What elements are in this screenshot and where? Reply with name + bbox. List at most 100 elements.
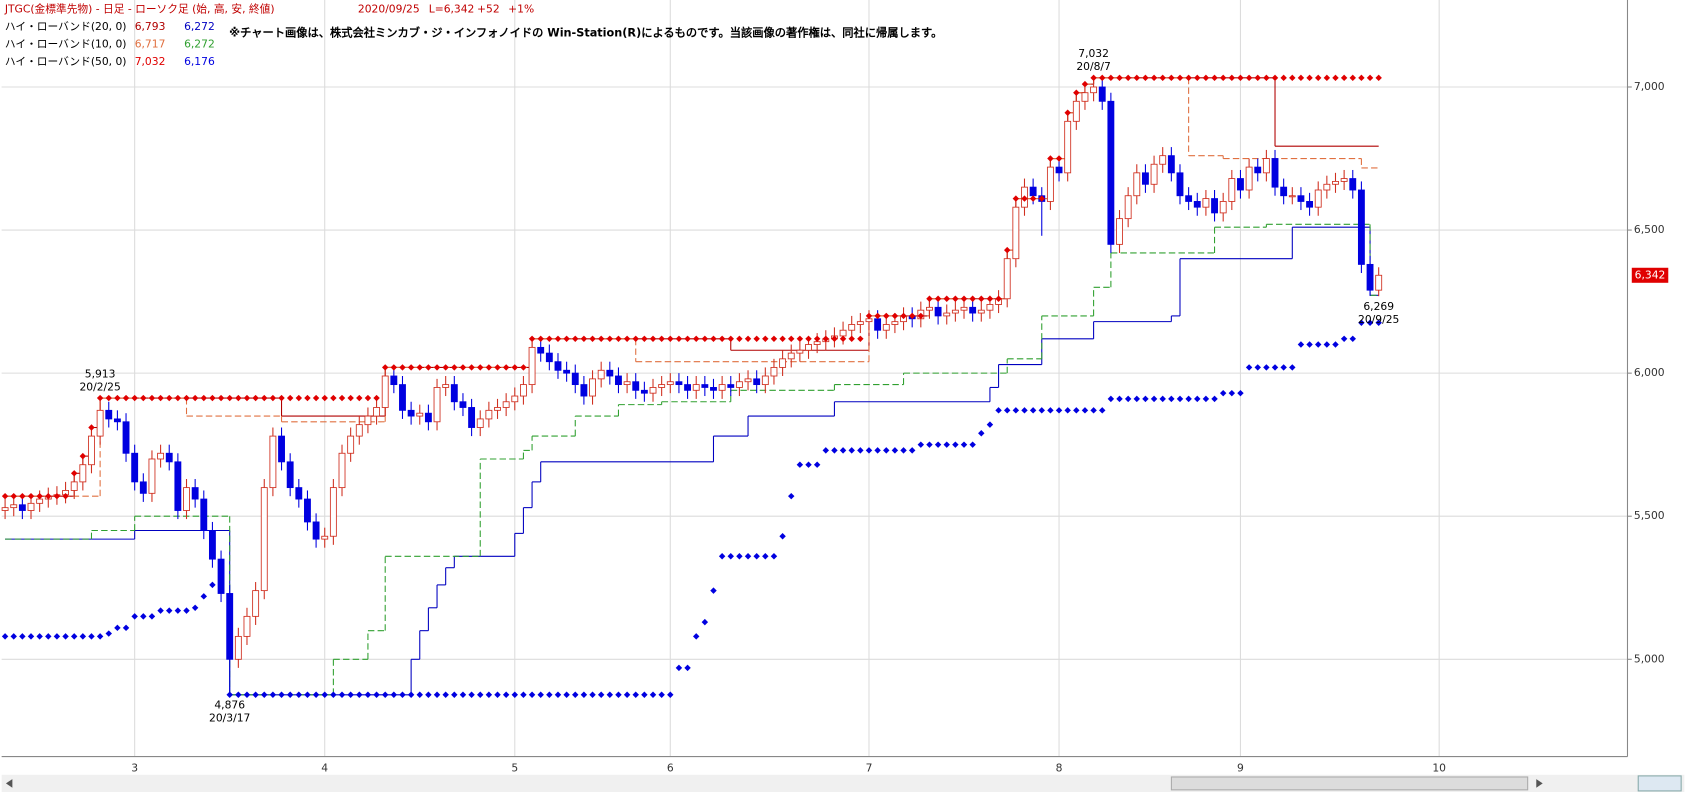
candle-body [986, 304, 994, 311]
band-dot [148, 613, 156, 620]
candle-body [165, 452, 173, 463]
y-tick-label: 5,000 [1634, 652, 1665, 665]
band-dot [295, 691, 303, 698]
legend-lower: 6,272 [184, 38, 215, 51]
candle-body [1107, 100, 1115, 245]
candle-body [450, 384, 458, 403]
candle-body [468, 407, 476, 428]
candle-body [36, 498, 44, 504]
candle-body [295, 487, 303, 500]
candle-body [502, 401, 510, 408]
candle-body [571, 372, 579, 386]
candle-body [882, 324, 890, 331]
annotation-value: 4,876 [214, 699, 245, 712]
candle-body [442, 384, 450, 388]
band-dot [485, 691, 493, 698]
candle-body [208, 530, 216, 560]
candle-body [580, 384, 588, 397]
band-dot [675, 664, 683, 672]
band-dot [79, 452, 87, 460]
band-dot [667, 691, 674, 698]
candle-body [753, 378, 761, 386]
band-dot [1021, 195, 1028, 202]
x-tick-label: 8 [1056, 761, 1063, 774]
scrollbar[interactable] [1, 774, 1685, 792]
candle-body [1090, 86, 1098, 94]
scroll-right[interactable] [1536, 779, 1543, 788]
candle-body [960, 306, 968, 311]
candle-body [407, 409, 415, 417]
band-dot [1038, 195, 1045, 202]
candle-body [1, 507, 9, 511]
candle-body [545, 352, 553, 363]
band-dot [70, 633, 78, 640]
candle-body [649, 387, 657, 394]
candle-body [658, 384, 666, 388]
candle-body [424, 412, 432, 423]
candle-body [1332, 180, 1339, 185]
candle-body [1271, 158, 1279, 188]
band-dot [200, 593, 208, 600]
candle-body [934, 306, 942, 317]
candle-body [191, 487, 199, 500]
candle-body [1202, 198, 1210, 208]
annotation-date: 20/2/25 [79, 380, 120, 393]
band-dot [269, 394, 277, 402]
annotation-date: 20/3/17 [209, 711, 250, 724]
candle-body [606, 369, 614, 377]
scroll-left[interactable] [5, 779, 13, 788]
candle-body [260, 487, 268, 592]
band-dot [390, 691, 398, 698]
band-dot [615, 691, 622, 698]
band-dot [338, 691, 346, 698]
candle-body [381, 375, 389, 408]
band-dot [1150, 74, 1158, 82]
candle-body [1314, 189, 1322, 208]
legend-lower: 6,176 [184, 55, 215, 68]
candle-body [1167, 155, 1175, 174]
candle-body [761, 375, 769, 386]
candle-body [701, 384, 709, 388]
band-dot [45, 633, 52, 640]
band-dot [1245, 74, 1253, 82]
chart-title: JTGC(金標準先物) - 日足 - ローソク足 (始, 高, 安, 終値) [4, 3, 275, 16]
band-dot [442, 691, 449, 698]
zoom-control[interactable] [1637, 775, 1682, 792]
band-dot [1073, 89, 1080, 96]
band-dot [1, 492, 9, 500]
band-dot [140, 613, 147, 620]
x-tick-label: 5 [511, 761, 518, 774]
band-dot [174, 607, 182, 614]
band-dot [62, 492, 69, 500]
annotation-value: 6,269 [1363, 300, 1394, 313]
candle-body [684, 384, 692, 391]
band-dot [788, 492, 795, 500]
band-dot [520, 691, 527, 698]
candle-body [1366, 263, 1374, 291]
candle-body [157, 452, 165, 460]
candle-body [874, 318, 882, 331]
candle-body [865, 318, 873, 323]
band-dot [1055, 155, 1063, 162]
candle-body [79, 464, 87, 483]
band-dot [36, 492, 43, 500]
band-dot [1185, 74, 1192, 82]
candle-body [1245, 166, 1253, 191]
candle-body [805, 344, 812, 351]
scroll-thumb[interactable] [1170, 776, 1529, 791]
candle-body [347, 435, 355, 454]
candle-body [269, 435, 277, 489]
band-dot [952, 295, 959, 302]
band-dot [1029, 195, 1037, 202]
band-dot [1332, 74, 1339, 82]
candle-body [1012, 206, 1020, 260]
band-dot [88, 633, 95, 640]
x-tick-label: 10 [1432, 761, 1446, 774]
band-dot [96, 633, 104, 640]
legend-upper: 7,032 [135, 55, 166, 68]
candle-body [1349, 178, 1357, 191]
candle-body [615, 375, 622, 386]
band-dot [131, 613, 138, 620]
candle-body [304, 498, 311, 523]
